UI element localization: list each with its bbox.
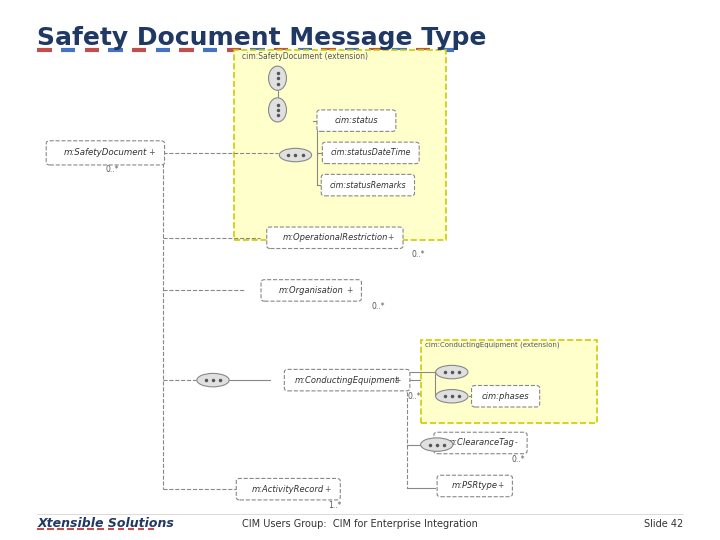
Text: Xtensible Solutions: Xtensible Solutions [37, 517, 174, 530]
Text: 0..*: 0..* [106, 165, 120, 174]
Text: 0..*: 0..* [511, 455, 525, 464]
Text: +: + [346, 286, 352, 295]
FancyBboxPatch shape [317, 110, 396, 131]
FancyBboxPatch shape [267, 227, 403, 248]
FancyBboxPatch shape [46, 141, 165, 165]
Ellipse shape [269, 98, 287, 122]
Text: cim:statusDateTime: cim:statusDateTime [330, 148, 411, 157]
Ellipse shape [269, 66, 287, 90]
Text: 0..*: 0..* [372, 302, 385, 311]
Text: cim:ConductingEquipment (extension): cim:ConductingEquipment (extension) [425, 341, 559, 348]
Ellipse shape [436, 366, 468, 379]
Text: 1..*: 1..* [328, 501, 341, 510]
Text: +: + [387, 233, 394, 242]
Ellipse shape [197, 374, 229, 387]
Ellipse shape [420, 438, 453, 451]
Text: CIM Users Group:  CIM for Enterprise Integration: CIM Users Group: CIM for Enterprise Inte… [242, 518, 478, 529]
Text: +: + [325, 485, 331, 494]
FancyBboxPatch shape [261, 280, 361, 301]
Text: m:Organisation: m:Organisation [279, 286, 343, 295]
FancyBboxPatch shape [321, 174, 415, 196]
Text: 0..*: 0..* [411, 249, 425, 259]
Ellipse shape [436, 389, 468, 403]
FancyBboxPatch shape [437, 475, 513, 497]
Text: m:PSRtype: m:PSRtype [451, 482, 498, 490]
Text: cim:SafetyDocument (extension): cim:SafetyDocument (extension) [242, 52, 368, 61]
Text: +: + [148, 148, 156, 157]
Text: +: + [394, 376, 400, 384]
FancyBboxPatch shape [421, 340, 597, 423]
Text: Slide 42: Slide 42 [644, 518, 683, 529]
Text: +: + [497, 482, 503, 490]
Text: cim:statusRemarks: cim:statusRemarks [330, 180, 406, 190]
FancyBboxPatch shape [284, 369, 410, 391]
Text: cim:status: cim:status [335, 116, 378, 125]
Ellipse shape [279, 148, 312, 162]
FancyBboxPatch shape [472, 386, 540, 407]
Text: m:ActivityRecord: m:ActivityRecord [252, 485, 325, 494]
Text: m:OperationalRestriction: m:OperationalRestriction [282, 233, 387, 242]
FancyBboxPatch shape [236, 478, 341, 500]
Text: m:SafetyDocument: m:SafetyDocument [63, 148, 147, 157]
FancyBboxPatch shape [235, 50, 446, 240]
FancyBboxPatch shape [434, 432, 527, 454]
Text: 0..*: 0..* [408, 392, 421, 401]
Text: Safety Document Message Type: Safety Document Message Type [37, 25, 487, 50]
Text: cim:phases: cim:phases [482, 392, 529, 401]
Text: -: - [515, 438, 518, 448]
Text: m:ConductingEquipment: m:ConductingEquipment [295, 376, 399, 384]
Text: m:ClearanceTag: m:ClearanceTag [446, 438, 514, 448]
FancyBboxPatch shape [323, 142, 419, 164]
